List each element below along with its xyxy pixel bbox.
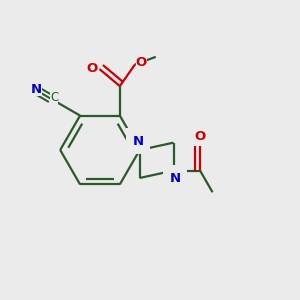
Text: N: N	[133, 135, 144, 148]
Text: N: N	[169, 172, 181, 185]
Text: N: N	[31, 82, 42, 96]
Text: O: O	[194, 130, 206, 142]
Text: C: C	[50, 91, 58, 104]
Text: O: O	[86, 62, 97, 75]
Text: O: O	[136, 56, 147, 70]
